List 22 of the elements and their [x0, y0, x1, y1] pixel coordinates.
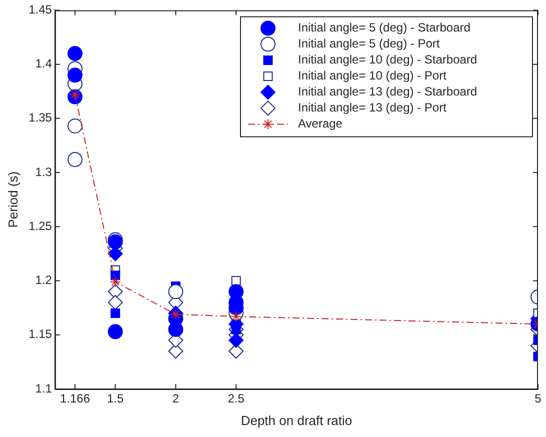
y-tick-label: 1.15	[28, 327, 52, 342]
y-tick-label: 1.4	[35, 56, 52, 71]
x-tick-label: 5	[534, 392, 542, 406]
legend-label: Initial angle= 10 (deg) - Starboard	[298, 52, 478, 67]
x-tick-label: 2	[172, 392, 180, 406]
legend-label: Initial angle= 5 (deg) - Starboard	[298, 20, 470, 35]
y-axis-title: Period (s)	[5, 171, 20, 228]
y-tick-label: 1.25	[28, 218, 52, 233]
legend-label: Initial angle= 5 (deg) - Port	[298, 36, 440, 51]
x-tick-label: 1.5	[106, 392, 124, 406]
x-tick-label: 2.5	[228, 392, 245, 406]
y-tick-label: 1.2	[35, 273, 52, 288]
x-tick-label: 1.166	[60, 392, 90, 406]
y-tick-label: 1.45	[28, 2, 52, 17]
y-tick-label: 1.1	[35, 381, 52, 396]
legend-label: Initial angle= 13 (deg) - Port	[298, 100, 448, 115]
legend-label: Initial angle= 10 (deg) - Port	[298, 68, 448, 83]
legend-label: Average	[298, 116, 343, 131]
legend-label: Initial angle= 13 (deg) - Starboard	[298, 84, 478, 99]
y-tick-label: 1.3	[35, 164, 52, 179]
y-tick-label: 1.35	[28, 110, 52, 125]
x-axis-title: Depth on draft ratio	[240, 412, 352, 428]
